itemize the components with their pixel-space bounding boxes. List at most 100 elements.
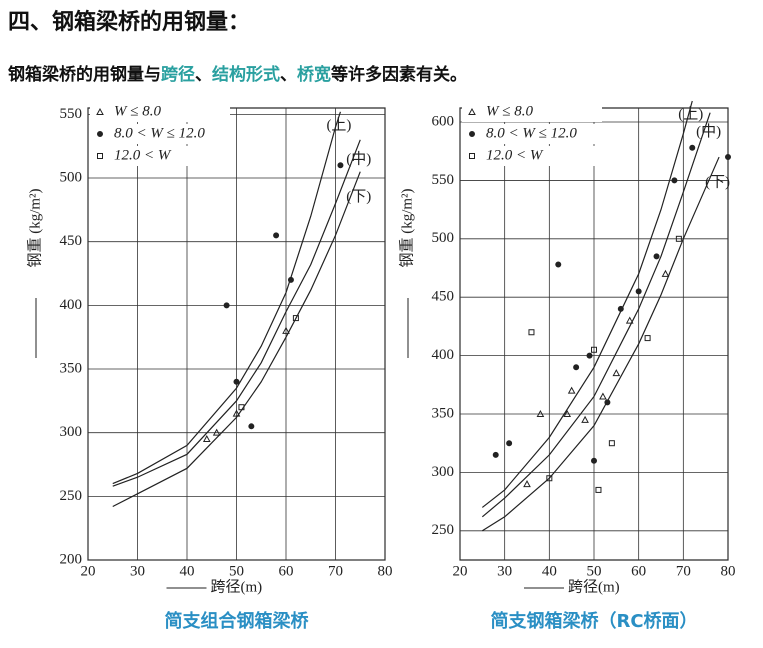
legend-label: W ≤ 8.0 [114, 103, 161, 119]
x-tick-label: 60 [631, 563, 646, 579]
point-square [546, 475, 553, 482]
x-tick-label: 20 [81, 563, 96, 579]
y-tick-label: 300 [60, 424, 83, 440]
point-dot [586, 352, 593, 359]
highlight-text: 桥宽 [297, 65, 331, 85]
x-tick-label: 50 [229, 563, 244, 579]
legend-label: 8.0 < W ≤ 12.0 [114, 125, 205, 141]
legend-marker [469, 131, 475, 137]
curve [112, 139, 361, 487]
y-tick-label: 250 [432, 522, 455, 538]
curve-label: (上) [326, 116, 351, 133]
y-tick-label: 300 [432, 464, 455, 480]
legend-bg [90, 102, 230, 122]
point-triangle [523, 480, 531, 488]
legend-label: 8.0 < W ≤ 12.0 [486, 125, 577, 141]
point-square [591, 346, 597, 353]
legend-bg [90, 124, 230, 144]
y-tick-label: 350 [432, 405, 455, 421]
point-triangle [212, 428, 221, 436]
curve-label: (下) [346, 189, 371, 205]
legend-label: W ≤ 8.0 [486, 103, 533, 119]
x-tick-label: 80 [378, 563, 393, 579]
legend-bg [90, 146, 230, 166]
point-dot [617, 305, 624, 312]
x-tick-label: 50 [587, 563, 602, 579]
curve [482, 156, 720, 532]
legend-marker [468, 107, 476, 115]
chart-title: 简支钢箱梁桥（RC桥面） [490, 610, 697, 632]
curve [481, 112, 711, 518]
legend-bg [462, 146, 602, 166]
point-triangle [581, 415, 589, 423]
y-tick-label: 250 [60, 488, 83, 504]
point-dot [604, 399, 611, 406]
x-tick-label: 20 [453, 563, 468, 579]
intro-text: 钢箱梁桥的用钢量与跨径、结构形式、桥宽等许多因素有关。 [8, 60, 467, 85]
point-square [292, 315, 299, 322]
legend-marker [97, 131, 103, 137]
y-tick-label: 500 [60, 169, 83, 185]
point-triangle [202, 434, 211, 443]
point-triangle [282, 326, 290, 334]
highlight-text: 跨径 [161, 65, 195, 85]
curve [481, 100, 693, 508]
legend-marker [469, 153, 475, 159]
x-tick-label: 70 [328, 563, 343, 579]
point-triangle [661, 269, 670, 277]
point-dot [287, 276, 294, 283]
point-square [644, 335, 651, 342]
point-square [608, 440, 615, 447]
y-axis-label: 钢重 (kg/m²) [398, 188, 415, 267]
point-dot [689, 144, 696, 151]
legend-bg [462, 124, 602, 144]
y-tick-label: 350 [60, 360, 83, 376]
legend-label: 12.0 < W [114, 147, 172, 163]
point-dot [725, 154, 731, 161]
x-tick-label: 30 [497, 563, 512, 579]
point-square [528, 329, 535, 336]
point-triangle [563, 409, 572, 418]
point-triangle [625, 316, 634, 324]
chart-title: 简支组合钢箱梁桥 [165, 610, 310, 632]
y-tick-label: 400 [432, 347, 455, 363]
curve-label: (上) [678, 105, 703, 122]
y-tick-label: 600 [432, 113, 455, 129]
point-dot [492, 451, 499, 458]
point-dot [653, 253, 660, 260]
x-tick-label: 70 [676, 563, 691, 579]
x-tick-label: 40 [180, 563, 195, 579]
x-tick-label: 60 [279, 563, 294, 579]
y-tick-label: 400 [60, 297, 83, 313]
point-dot [591, 457, 597, 464]
point-dot [248, 423, 255, 430]
y-tick-label: 200 [60, 551, 83, 567]
point-dot [555, 261, 562, 268]
legend-bg [462, 102, 602, 122]
point-dot [506, 440, 513, 447]
point-triangle [567, 386, 576, 394]
point-dot [223, 302, 230, 309]
legend-label: 12.0 < W [486, 147, 544, 163]
point-triangle [612, 369, 621, 377]
point-dot [573, 364, 580, 371]
y-axis-label: 钢重 (kg/m²) [26, 188, 43, 267]
point-square [595, 486, 602, 493]
intro-segment: 钢箱梁桥的用钢量与 [8, 65, 161, 85]
curve [112, 111, 342, 485]
curve [112, 171, 361, 508]
x-axis-label: 跨径(m) [211, 578, 263, 595]
y-tick-label: 450 [60, 233, 83, 249]
y-tick-label: 500 [432, 230, 455, 246]
y-tick-label: 450 [432, 289, 455, 305]
x-tick-label: 80 [721, 563, 736, 579]
intro-segment: 、 [280, 65, 297, 85]
point-dot [635, 288, 642, 295]
point-square [238, 404, 245, 411]
y-tick-label: 550 [432, 172, 455, 188]
highlight-text: 结构形式 [212, 65, 280, 85]
curve-label: (下) [705, 174, 730, 190]
legend-marker [96, 107, 104, 115]
